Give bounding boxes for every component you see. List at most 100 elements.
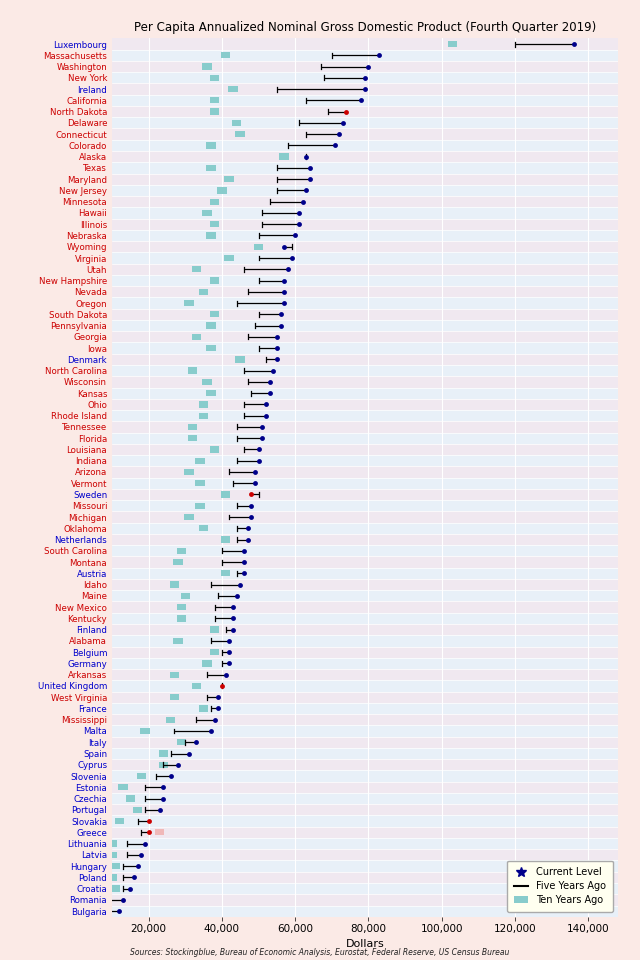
Bar [112,410,618,421]
Bar [112,534,618,545]
Bar [112,72,618,84]
Bar [112,681,618,691]
Bar [225,176,234,182]
Bar [191,266,201,273]
Bar [112,353,618,365]
Bar [112,658,618,669]
Bar [112,219,618,229]
Bar [188,423,197,430]
Bar [184,468,194,475]
Bar [96,897,106,903]
Bar [210,649,220,656]
Bar [112,793,618,804]
Bar [112,207,618,219]
Bar [184,300,194,306]
Bar [195,503,205,509]
Bar [112,691,618,703]
Bar [170,582,179,588]
Bar [112,478,618,489]
Bar [166,716,175,723]
Bar [112,275,618,286]
Bar [112,376,618,388]
Bar [112,252,618,264]
Bar [112,512,618,522]
Bar [112,703,618,714]
Bar [112,602,618,612]
Bar [112,84,618,95]
Bar [108,875,116,880]
Bar [170,694,179,701]
Bar [170,672,179,678]
Bar [202,660,212,666]
Bar [112,151,618,162]
Bar [206,165,216,171]
Bar [112,444,618,455]
Bar [210,277,220,283]
Bar [112,162,618,174]
Bar [448,41,458,47]
Bar [206,390,216,396]
Bar [195,458,205,464]
Bar [236,131,245,137]
Bar [217,187,227,194]
Bar [112,567,618,579]
Bar [112,895,618,905]
Bar [191,334,201,340]
Bar [112,117,618,129]
Bar [112,838,618,850]
Bar [108,852,116,858]
Bar [206,142,216,149]
Bar [112,286,618,298]
Bar [112,185,618,196]
Bar [199,413,209,419]
Bar [112,489,618,500]
Title: Per Capita Annualized Nominal Gross Domestic Product (Fourth Quarter 2019): Per Capita Annualized Nominal Gross Dome… [134,21,596,35]
Bar [108,840,116,847]
Bar [112,770,618,781]
Bar [140,728,150,734]
Bar [112,129,618,140]
Bar [112,804,618,815]
Bar [199,525,209,532]
Bar [112,320,618,331]
Bar [173,637,182,644]
Bar [112,590,618,602]
Bar [112,883,618,895]
Bar [112,736,618,748]
Bar [112,298,618,309]
Bar [112,624,618,636]
Bar [225,254,234,261]
Bar [112,669,618,681]
Bar [199,289,209,295]
Legend: Current Level, Five Years Ago, Ten Years Ago: Current Level, Five Years Ago, Ten Years… [507,860,612,912]
Bar [111,885,120,892]
Bar [112,827,618,838]
Bar [159,751,168,756]
Bar [188,435,197,442]
Bar [228,86,237,92]
Bar [112,467,618,478]
Bar [112,636,618,646]
Text: Sources: Stockingblue, Bureau of Economic Analysis, Eurostat, Federal Reserve, U: Sources: Stockingblue, Bureau of Economi… [131,948,509,957]
Bar [210,221,220,228]
Bar [112,50,618,60]
Bar [112,174,618,185]
Bar [112,545,618,557]
Bar [112,140,618,151]
Bar [188,368,197,373]
Bar [180,592,190,599]
Bar [199,401,209,408]
Bar [112,522,618,534]
Bar [112,343,618,353]
Bar [177,547,186,554]
Bar [206,232,216,239]
Bar [112,726,618,736]
Bar [177,739,186,745]
Bar [202,210,212,216]
Bar [210,446,220,452]
Bar [112,815,618,827]
Bar [133,806,143,813]
X-axis label: Dollars: Dollars [346,939,384,949]
Bar [112,241,618,252]
Bar [112,365,618,376]
